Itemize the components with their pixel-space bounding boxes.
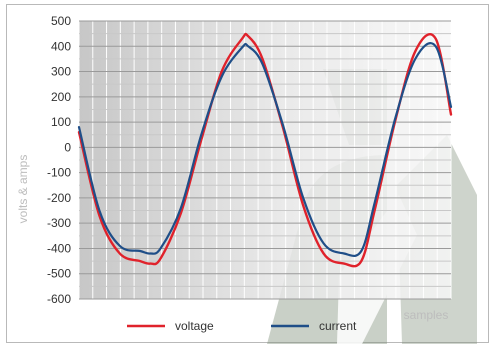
y-axis-ticks: 500 400 300 200 100 0 -100 -200 -300 -400 -500 -600 — [47, 14, 71, 306]
y-axis-label: volts & amps — [16, 155, 30, 224]
y-tick-label: -300 — [47, 216, 71, 230]
legend-label-current: current — [319, 319, 357, 333]
y-tick-label: 0 — [64, 140, 71, 154]
y-tick-label: -200 — [47, 191, 71, 205]
y-tick-label: 500 — [51, 14, 71, 28]
series-line-voltage — [77, 32, 453, 268]
y-tick-label: -600 — [47, 292, 71, 306]
y-tick-label: 100 — [51, 115, 71, 129]
chart-frame: 500 400 300 200 100 0 -100 -200 -300 -400 -500 -600… — [6, 4, 489, 344]
series-layer — [77, 32, 453, 268]
y-tick-label: -100 — [47, 166, 71, 180]
y-tick-label: -400 — [47, 241, 71, 255]
line-chart: 500 400 300 200 100 0 -100 -200 -300 -400 -500 -600… — [16, 14, 477, 344]
y-tick-label: 300 — [51, 65, 71, 79]
y-tick-label: -500 — [47, 267, 71, 281]
legend: voltage current — [127, 319, 357, 333]
series-line-current — [77, 42, 453, 257]
legend-label-voltage: voltage — [175, 319, 214, 333]
y-tick-label: 200 — [51, 90, 71, 104]
x-axis-label: samples — [404, 308, 449, 322]
grid — [78, 20, 452, 300]
y-tick-label: 400 — [51, 39, 71, 53]
